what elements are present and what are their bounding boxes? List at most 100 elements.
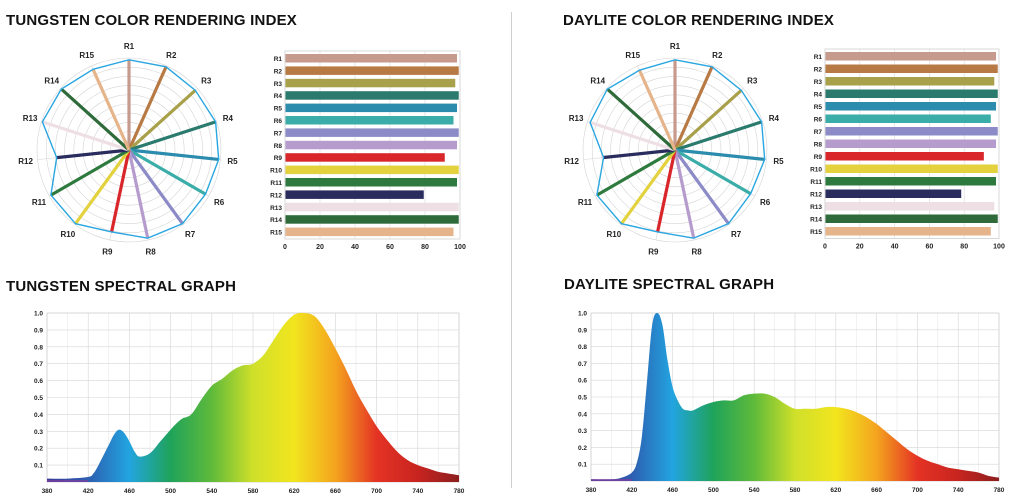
bar-r13 [285,202,459,212]
radar-label: R3 [747,76,758,85]
radar-label: R9 [102,248,113,257]
bar-label: R9 [274,155,283,162]
bar-x-tick: 100 [454,244,466,251]
spectral-y-tick: 0.3 [34,429,43,436]
spectral-y-tick: 0.6 [578,378,587,385]
radar-spoke-r9 [110,149,131,233]
bar-r6 [285,116,454,125]
bar-label: R15 [810,229,822,236]
panel-divider [511,12,512,488]
spectral-y-tick: 0.9 [578,327,587,334]
spectral-y-tick: 1.0 [578,311,587,318]
bar-r2 [825,64,998,73]
bar-r11 [825,177,997,186]
spectral-y-tick: 0.1 [34,463,43,470]
bar-label: R2 [274,68,283,75]
bar-label: R10 [810,167,822,174]
spectral-y-tick: 0.1 [578,462,587,469]
bar-r10 [825,164,998,173]
radar-label: R5 [227,157,238,166]
bar-label: R1 [274,56,283,63]
bar-r14 [825,214,998,223]
radar-spoke-r14 [606,87,677,152]
bar-r13 [825,202,995,211]
radar-spoke-r7 [673,149,730,225]
bar-label: R12 [810,192,822,199]
radar-spoke-r7 [127,149,184,225]
radar-label: R1 [670,42,681,51]
bar-x-tick: 100 [993,244,1005,251]
bar-label: R3 [814,79,823,86]
bar-label: R14 [270,217,282,224]
radar-label: R13 [569,114,584,123]
bar-r3 [285,78,456,88]
bar-label: R13 [810,204,822,211]
spectral-x-tick: 540 [749,487,760,494]
bar-label: R6 [814,117,823,124]
bar-label: R4 [274,93,283,100]
bar-x-tick: 0 [283,244,287,251]
bar-r7 [825,127,998,136]
radar-outline [41,59,220,239]
daylite-radar-chart: R1 R2 R3 R4 R5 R6 R7 R8 R9 R10 R11 R12 R13 R14 R15 [564,42,784,257]
radar-spoke-r10 [74,149,131,225]
bar-label: R8 [814,142,823,149]
bar-r9 [825,152,984,161]
spectral-y-tick: 0.7 [578,361,587,368]
radar-spoke-r12 [56,148,130,160]
radar-spoke-r3 [673,89,743,152]
bar-r5 [285,103,457,113]
bar-r9 [285,153,445,162]
spectral-y-tick: 0.4 [578,411,587,418]
spectral-x-tick: 580 [248,488,259,495]
spectral-x-tick: 740 [412,488,423,495]
bar-r10 [285,165,459,175]
daylite-bar-chart: 0 20 40 60 80 100 R1 R2 R3 R4 R5 R6 R7 R8 R9 R10 R11 R12 R… [810,48,1005,251]
radar-spoke-r8 [127,149,150,239]
bar-label: R7 [274,130,283,137]
bar-r6 [825,114,991,123]
spectral-x-tick: 700 [912,487,923,494]
radar-spoke-r5 [128,148,219,162]
radar-spoke-r14 [60,87,131,152]
radar-label: R8 [146,248,157,257]
tungsten-cri-title: TUNGSTEN COLOR RENDERING INDEX [6,12,298,29]
bar-label: R11 [270,180,282,187]
radar-outline [589,59,766,239]
radar-label: R12 [18,157,33,166]
bar-x-tick: 60 [386,244,394,251]
spectral-x-tick: 540 [206,488,217,495]
radar-label: R10 [607,230,622,239]
radar-label: R4 [769,114,780,123]
spectral-x-tick: 380 [586,487,597,494]
radar-spoke-r11 [596,148,676,197]
bar-label: R4 [814,92,823,99]
radar-spoke-r8 [673,149,696,239]
radar-label: R7 [185,230,196,239]
radar-label: R11 [578,198,593,207]
daylite-spectral-chart: 380 420 460 500 540 580 620 660 700 740 780 0.1 0.2 0… [578,311,1005,495]
radar-label: R9 [648,248,659,257]
spectral-y-tick: 0.7 [34,361,43,368]
radar-label: R2 [166,51,177,60]
spectral-x-tick: 420 [83,488,94,495]
bar-label: R12 [270,192,282,199]
spectral-y-tick: 0.5 [578,395,587,402]
bar-label: R8 [274,143,283,150]
radar-spoke-r6 [674,148,752,196]
bar-r3 [825,77,995,86]
radar-label: R8 [692,248,703,257]
spectral-y-tick: 1.0 [34,311,43,318]
spectral-x-tick: 620 [289,488,300,495]
radar-spoke-r9 [656,149,677,233]
radar-spoke-r13 [589,120,676,152]
radar-spoke-r5 [674,148,765,162]
spectral-y-tick: 0.3 [578,428,587,435]
spectral-y-tick: 0.9 [34,327,43,334]
radar-spoke-r6 [128,148,207,196]
radar-label: R15 [625,51,640,60]
radar-spoke-r2 [127,66,168,151]
radar-spoke-r15 [637,69,677,151]
radar-label: R15 [79,51,94,60]
radar-label: R14 [590,76,605,85]
